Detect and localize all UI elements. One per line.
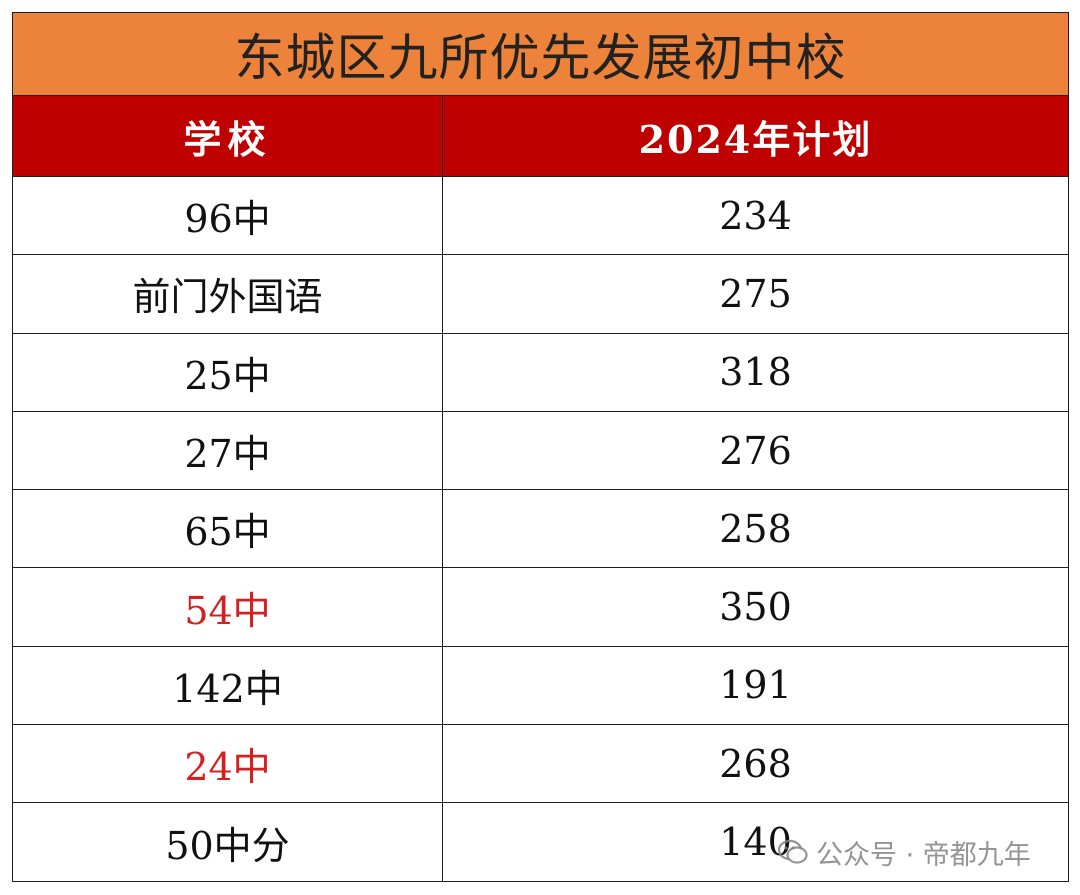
school-cell: 27中 bbox=[12, 410, 443, 491]
enrollment-plan-table: 东城区九所优先发展初中校 学校 2024年计划 96中 234 前门外国语 27… bbox=[12, 12, 1069, 882]
plan-cell: 268 bbox=[442, 724, 1069, 804]
plan-cell: 318 bbox=[442, 332, 1069, 412]
title-row: 东城区九所优先发展初中校 bbox=[12, 12, 1069, 96]
plan-cell: 191 bbox=[442, 645, 1069, 726]
school-cell: 50中分 bbox=[12, 802, 443, 882]
school-cell: 65中 bbox=[12, 489, 443, 569]
table-row: 142中 191 bbox=[12, 645, 1069, 726]
table-row: 96中 234 bbox=[12, 175, 1069, 256]
table-row: 54中 350 bbox=[12, 567, 1069, 647]
table-row: 24中 268 bbox=[12, 724, 1069, 804]
table-title: 东城区九所优先发展初中校 bbox=[12, 12, 1069, 96]
school-cell: 25中 bbox=[12, 332, 443, 412]
table-row: 50中分 140 bbox=[12, 802, 1069, 882]
wechat-icon bbox=[778, 839, 808, 865]
table-row: 25中 318 bbox=[12, 332, 1069, 412]
plan-cell: 350 bbox=[442, 567, 1069, 647]
school-cell: 54中 bbox=[12, 567, 443, 647]
school-cell: 24中 bbox=[12, 724, 443, 804]
plan-cell: 234 bbox=[442, 175, 1069, 256]
school-cell: 前门外国语 bbox=[12, 254, 443, 334]
plan-cell: 275 bbox=[442, 254, 1069, 334]
table-row: 前门外国语 275 bbox=[12, 254, 1069, 334]
plan-cell: 258 bbox=[442, 489, 1069, 569]
header-row: 学校 2024年计划 bbox=[12, 95, 1069, 177]
watermark: 公众号 · 帝都九年 bbox=[778, 834, 1031, 871]
column-header-school: 学校 bbox=[12, 95, 443, 177]
school-cell: 96中 bbox=[12, 175, 443, 256]
plan-cell: 276 bbox=[442, 410, 1069, 491]
table-row: 27中 276 bbox=[12, 410, 1069, 491]
column-header-plan: 2024年计划 bbox=[442, 95, 1069, 177]
watermark-text: 公众号 · 帝都九年 bbox=[816, 839, 1031, 871]
table-row: 65中 258 bbox=[12, 489, 1069, 569]
school-cell: 142中 bbox=[12, 645, 443, 726]
plan-cell: 140 bbox=[442, 802, 1069, 882]
